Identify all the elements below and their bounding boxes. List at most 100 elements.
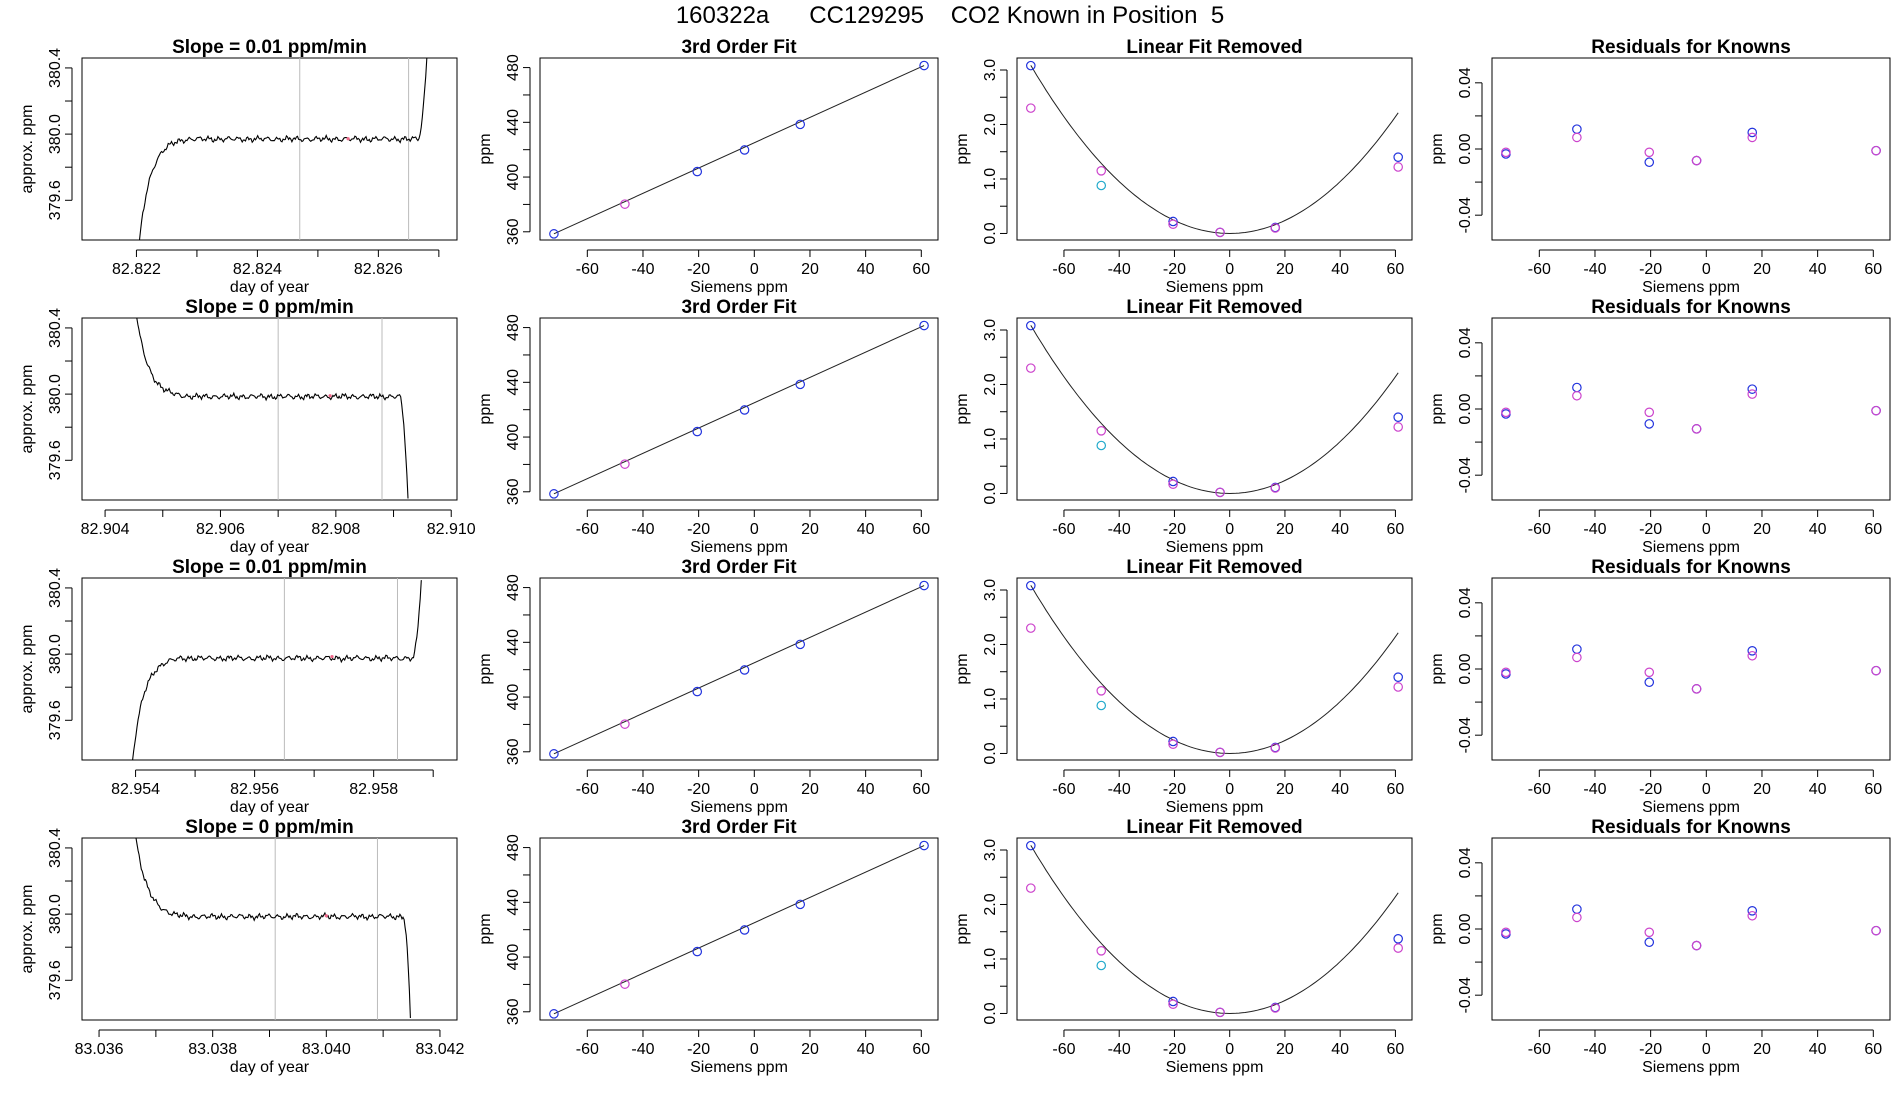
data-point [1393, 162, 1403, 172]
data-point [1096, 945, 1107, 956]
data-point [1026, 883, 1036, 893]
plot-data [138, 58, 428, 240]
data-point [1215, 1007, 1225, 1018]
data-point [1215, 487, 1225, 498]
data-point [795, 119, 806, 130]
y-tick-label: 480 [505, 574, 522, 601]
data-point [1096, 440, 1107, 451]
data-point [1644, 147, 1655, 158]
y-tick-label: 379.6 [47, 440, 64, 480]
x-tick-label: 20 [1276, 1041, 1294, 1058]
x-tick-label: -60 [1528, 261, 1551, 278]
x-tick-label: 20 [1753, 781, 1771, 798]
plot-frame [1016, 577, 1413, 761]
fit-line [553, 325, 925, 495]
y-tick-label: 480 [505, 54, 522, 81]
y-axis-label: approx. ppm [19, 885, 36, 974]
data-point [1096, 165, 1107, 176]
fit-curve [1030, 325, 1399, 495]
y-tick-label: 0.0 [982, 222, 999, 244]
y-tick-label: 0.00 [1457, 393, 1474, 424]
x-tick-label: -60 [1052, 521, 1075, 538]
data-point [1026, 103, 1036, 113]
data-point [1168, 219, 1178, 229]
y-tick-label: 379.6 [47, 700, 64, 740]
mean-marker [346, 137, 350, 141]
y-tick-label: 1.0 [982, 428, 999, 450]
data-point [1393, 412, 1403, 422]
y-tick-label: 400 [505, 684, 522, 711]
data-point [1691, 155, 1702, 166]
x-tick-label: 60 [912, 261, 930, 278]
y-tick-label: 360 [505, 998, 522, 1025]
x-tick-label: -60 [1528, 521, 1551, 538]
fit-curve [1030, 65, 1399, 235]
x-tick-label: 0 [1702, 1041, 1711, 1058]
mean-marker [330, 654, 334, 659]
x-axis-label: day of year [230, 799, 310, 816]
y-tick-label: 380.0 [47, 374, 64, 414]
y-axis-label: ppm [477, 393, 494, 424]
panel-title: 3rd Order Fit [681, 297, 797, 318]
panel-r3c1: 3rd Order Fit -60 -40 -20 0 20 40 60 Siemens ppm… [477, 817, 939, 1076]
y-tick-label: 0.00 [1457, 133, 1474, 164]
x-tick-label: -40 [631, 521, 654, 538]
x-tick-label: 20 [801, 261, 819, 278]
panel-title: Slope = 0 ppm/min [185, 817, 353, 838]
data-point [1026, 320, 1036, 331]
panel-r1c2: Linear Fit Removed -60 -40 -20 0 20 40 60 Siemen… [954, 297, 1413, 556]
x-tick-label: 83.040 [302, 1041, 351, 1058]
y-axis-label: approx. ppm [19, 105, 36, 194]
y-tick-label: 0.04 [1457, 587, 1474, 618]
data-point [1270, 1003, 1281, 1013]
plot-data [1026, 60, 1403, 238]
y-tick-label: 2.0 [982, 373, 999, 395]
x-tick-label: 20 [1276, 781, 1294, 798]
x-tick-label: 60 [1387, 261, 1405, 278]
panel-title: 3rd Order Fit [681, 557, 797, 578]
y-tick-label: 0.04 [1457, 67, 1474, 98]
data-point [549, 1009, 559, 1019]
x-tick-label: 60 [912, 1041, 930, 1058]
x-axis-label: Siemens ppm [690, 539, 788, 556]
x-tick-label: 40 [1331, 261, 1349, 278]
x-tick-label: 20 [1276, 521, 1294, 538]
plot-data [136, 318, 409, 500]
x-tick-label: 0 [750, 521, 759, 538]
y-tick-label: 440 [505, 889, 522, 916]
data-point [919, 840, 929, 851]
data-point [1168, 999, 1178, 1009]
data-point [795, 639, 806, 650]
x-tick-label: 40 [1809, 781, 1827, 798]
y-tick-label: 400 [505, 944, 522, 971]
x-tick-label: 0 [1225, 521, 1234, 538]
x-tick-label: -40 [631, 1041, 654, 1058]
x-tick-label: -60 [576, 1041, 599, 1058]
y-tick-label: 2.0 [982, 113, 999, 135]
plot-frame [1016, 57, 1413, 241]
panel-title: Residuals for Knowns [1591, 557, 1791, 578]
x-tick-label: 40 [1331, 781, 1349, 798]
data-point [1572, 390, 1582, 401]
x-axis-label: Siemens ppm [1166, 539, 1264, 556]
x-tick-label: -60 [1528, 781, 1551, 798]
y-tick-label: 380.4 [47, 308, 64, 348]
data-point [692, 426, 703, 437]
panel-title: Slope = 0 ppm/min [185, 297, 353, 318]
y-tick-label: 2.0 [982, 633, 999, 655]
x-tick-label: 82.826 [354, 261, 403, 278]
y-tick-label: 379.6 [47, 960, 64, 1000]
figure-suptitle: 160322a CC129295 CO2 Known in Position 5 [675, 2, 1225, 29]
plot-data [1026, 320, 1403, 498]
y-tick-label: 0.0 [982, 742, 999, 764]
y-axis-label: ppm [1429, 913, 1446, 944]
data-point [1393, 672, 1403, 682]
co2-trace [138, 58, 428, 240]
panel-title: Residuals for Knowns [1591, 37, 1791, 58]
data-point [1644, 667, 1655, 678]
x-tick-label: -20 [1639, 521, 1662, 538]
y-tick-label: 0.00 [1457, 653, 1474, 684]
data-point [1393, 682, 1403, 692]
y-tick-label: 1.0 [982, 948, 999, 970]
panel-title: Slope = 0.01 ppm/min [172, 557, 367, 578]
